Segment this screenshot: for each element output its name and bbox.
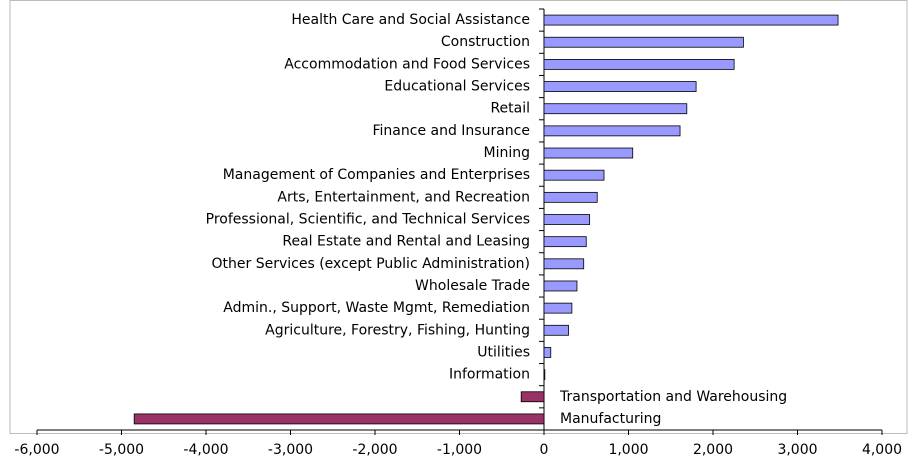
- x-tick-label: 0: [540, 442, 549, 458]
- category-label: Transportation and Warehousing: [559, 389, 787, 405]
- bar: [520, 391, 545, 403]
- bar: [543, 214, 591, 225]
- category-label: Wholesale Trade: [415, 278, 530, 294]
- category-label: Admin., Support, Waste Mgmt, Remediation: [223, 300, 530, 316]
- category-label: Management of Companies and Enterprises: [223, 167, 530, 183]
- category-label: Information: [449, 367, 530, 383]
- bar: [543, 302, 573, 314]
- x-tick-label: -3,000: [268, 442, 313, 458]
- x-tick-label: -2,000: [352, 442, 397, 458]
- bar: [543, 236, 587, 248]
- category-label: Construction: [441, 34, 530, 50]
- bar: [543, 14, 839, 26]
- bar: [133, 413, 545, 425]
- x-tick-label: -5,000: [99, 442, 144, 458]
- bar: [543, 169, 605, 181]
- category-label: Agriculture, Forestry, Fishing, Hunting: [265, 322, 530, 338]
- bar: [543, 58, 735, 70]
- x-tick-label: 1,000: [608, 442, 648, 458]
- bar: [543, 125, 681, 137]
- category-label: Utilities: [477, 344, 530, 360]
- bar: [543, 369, 546, 381]
- bar: [543, 103, 688, 115]
- bar: [543, 280, 578, 292]
- category-label: Retail: [490, 101, 530, 117]
- bar: [543, 36, 744, 48]
- bar: [543, 324, 569, 336]
- x-tick-label: -6,000: [14, 442, 59, 458]
- x-tick-label: 3,000: [777, 442, 817, 458]
- bar: [543, 147, 634, 159]
- category-label: Accommodation and Food Services: [284, 56, 530, 72]
- x-tick-label: 4,000: [862, 442, 902, 458]
- x-tick-label: -4,000: [183, 442, 228, 458]
- x-tick-label: 2,000: [693, 442, 733, 458]
- bar: [543, 258, 585, 270]
- category-label: Mining: [484, 145, 531, 161]
- bar: [543, 81, 697, 92]
- category-label: Educational Services: [384, 79, 530, 95]
- plot-frame: [9, 0, 908, 434]
- bar: [543, 347, 552, 358]
- x-tick-label: -1,000: [437, 442, 482, 458]
- category-label: Other Services (except Public Administra…: [212, 256, 530, 272]
- category-label: Manufacturing: [560, 411, 661, 427]
- bar: [543, 191, 598, 203]
- category-label: Arts, Entertainment, and Recreation: [277, 189, 530, 205]
- category-label: Health Care and Social Assistance: [291, 12, 530, 28]
- category-label: Professional, Scientific, and Technical …: [206, 212, 530, 228]
- category-label: Real Estate and Rental and Leasing: [282, 234, 530, 250]
- category-label: Finance and Insurance: [373, 123, 531, 139]
